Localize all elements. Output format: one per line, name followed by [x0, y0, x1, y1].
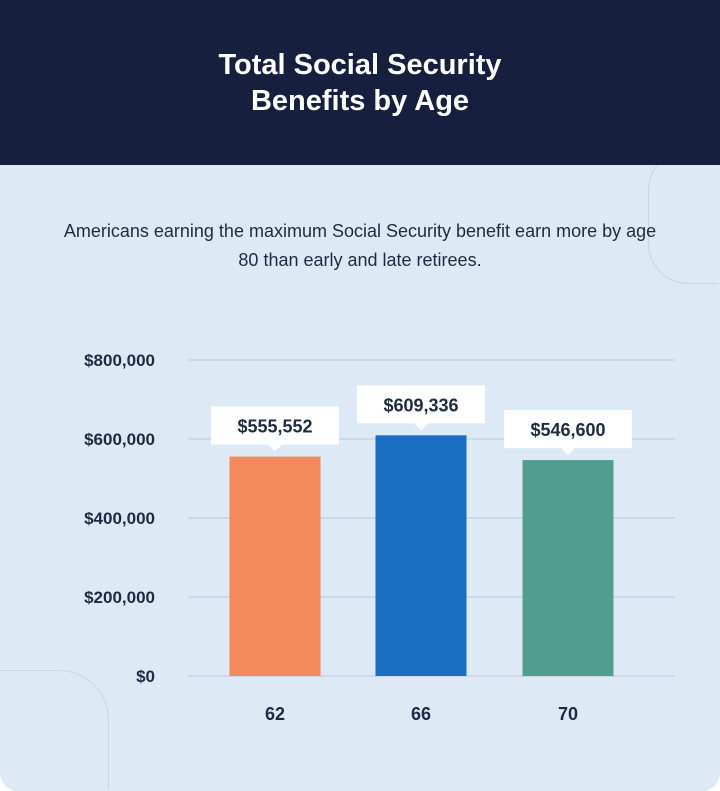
y-tick-label: $800,000	[84, 351, 155, 370]
data-label-pointer	[561, 448, 575, 456]
data-label: $609,336	[383, 395, 458, 415]
y-tick-label: $0	[136, 667, 155, 686]
y-tick-label: $200,000	[84, 588, 155, 607]
data-label-box	[357, 385, 485, 424]
data-label-box	[211, 406, 339, 445]
bar-66	[375, 435, 467, 676]
data-label-box	[504, 410, 632, 449]
y-tick-label: $600,000	[84, 430, 155, 449]
data-label: $546,600	[530, 420, 605, 440]
chart-title: Total Social Security Benefits by Age	[218, 48, 502, 117]
bar-70	[522, 460, 614, 676]
data-label-pointer	[414, 423, 428, 431]
x-tick-label: 62	[265, 704, 285, 724]
x-tick-label: 70	[558, 704, 578, 724]
header: Total Social Security Benefits by Age	[0, 0, 720, 165]
decorative-outline	[0, 670, 109, 790]
bar-62	[229, 456, 321, 676]
data-label-pointer	[268, 444, 282, 452]
y-tick-label: $400,000	[84, 509, 155, 528]
x-tick-label: 66	[411, 704, 431, 724]
data-label: $555,552	[237, 417, 312, 437]
chart-subtitle: Americans earning the maximum Social Sec…	[63, 221, 657, 270]
